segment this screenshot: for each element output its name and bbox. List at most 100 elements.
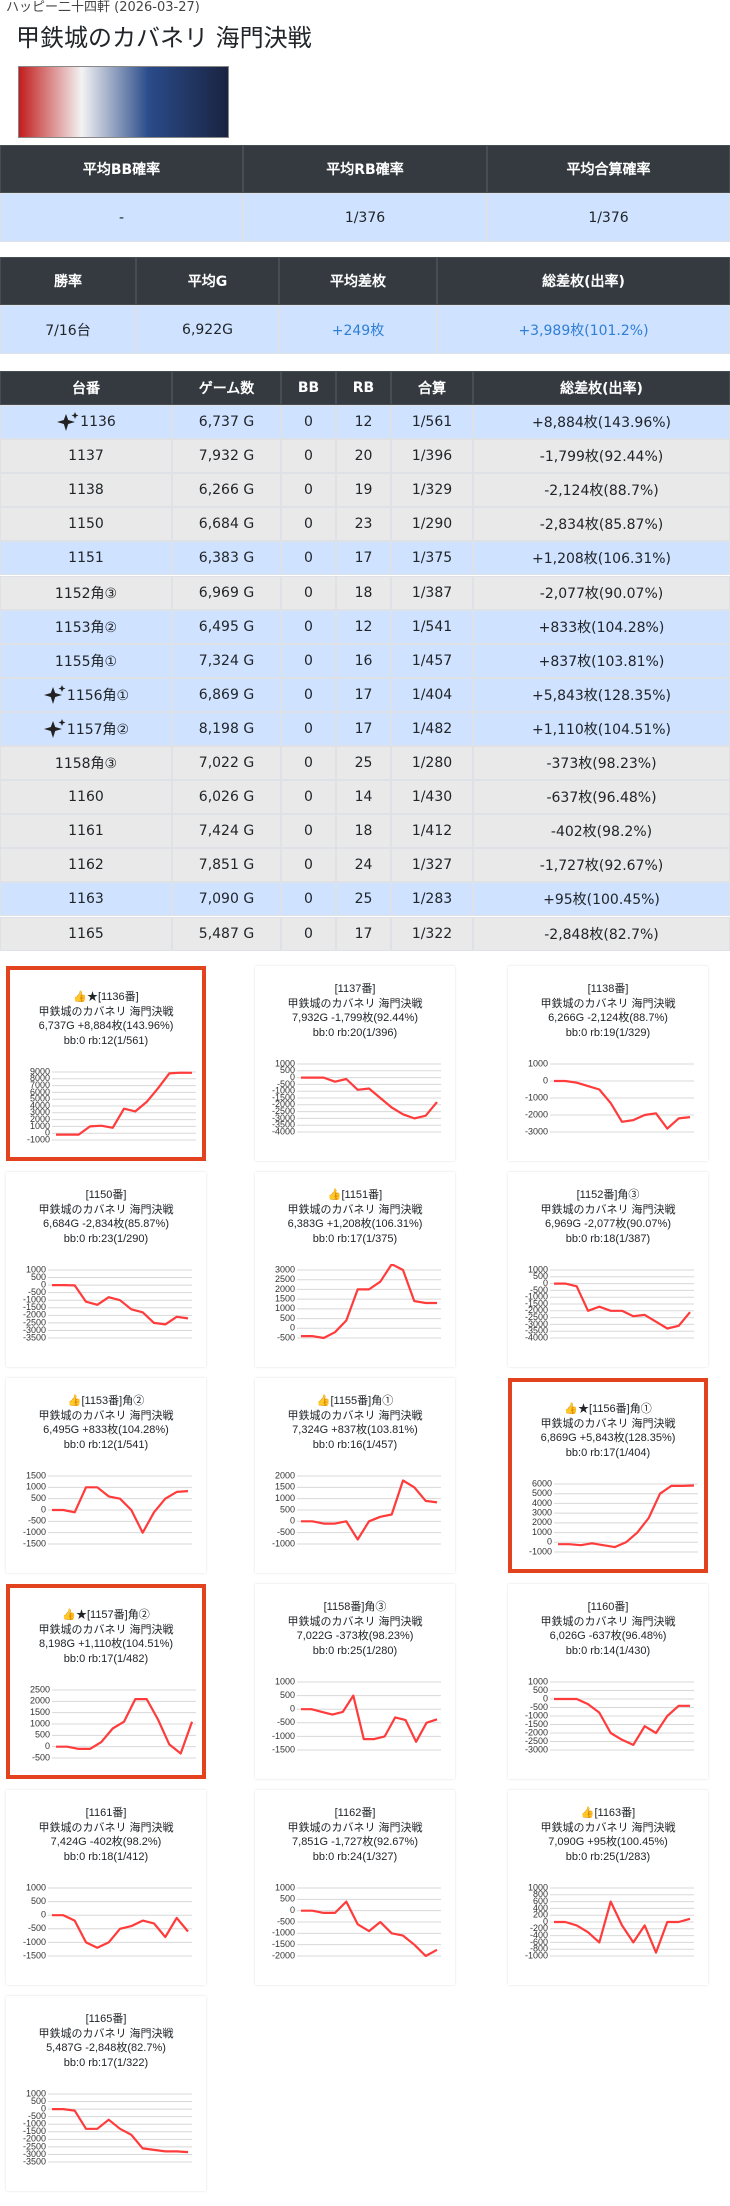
table-cell: 1/322 (391, 916, 473, 951)
table-cell: 1/412 (391, 814, 473, 849)
y-tick-label: -1000 (272, 1086, 295, 1096)
card-machine: 甲鉄城のカバネリ 海門決戦 (38, 1409, 174, 1422)
y-tick-label: 5000 (30, 1094, 50, 1104)
y-tick-label: 5000 (532, 1488, 552, 1498)
header-cell: 台番 (0, 371, 172, 405)
sparkle-icon (43, 684, 66, 704)
card-title: [1161番] (85, 1807, 127, 1819)
table-cell: 6,383 G (172, 541, 281, 576)
y-tick-label: -2000 (525, 1305, 548, 1315)
card-title: 👍★[1136番] (73, 991, 139, 1003)
table-cell: 17 (336, 916, 391, 951)
card-stats: 6,266G -2,124枚(88.7%) (548, 1012, 668, 1024)
y-tick-label: 500 (31, 2096, 46, 2106)
machine-card: [1158番]角③ 甲鉄城のカバネリ 海門決戦 7,022G -373枚(98.23… (255, 1584, 455, 1779)
y-tick-label: 0 (41, 2103, 46, 2113)
card-stats: 7,090G +95枚(100.45%) (548, 1836, 668, 1848)
table-cell: 8,198 G (172, 711, 281, 746)
site-name: ハッピー二十四軒 (2026-03-27) (6, 0, 200, 15)
y-tick-label: -1000 (525, 1710, 548, 1720)
data-line (52, 1914, 189, 1949)
table-cell: +833枚(104.28%) (473, 609, 730, 644)
y-tick-label: 3000 (532, 1508, 552, 1518)
y-tick-label: 1000 (30, 1718, 50, 1728)
header-cell: BB (281, 371, 336, 405)
y-tick-label: 500 (533, 1271, 548, 1281)
y-tick-label: 1500 (30, 1707, 50, 1717)
table-cell: 1/327 (391, 848, 473, 883)
mini-chart: 10005000-500-1000-1500-2000-2500-3000-35… (23, 1264, 192, 1342)
table-cell: 1150 (0, 507, 172, 542)
table-cell: 17 (336, 541, 391, 576)
y-tick-label: 1000 (528, 1264, 548, 1274)
header-cell: 平均G (136, 257, 279, 305)
card-detail: bb:0 rb:24(1/327) (312, 1850, 398, 1863)
table-cell: -2,124枚(88.7%) (473, 473, 730, 508)
table-cell: 12 (336, 609, 391, 644)
card-machine: 甲鉄城のカバネリ 海門決戦 (540, 1417, 676, 1430)
table-cell: 5,487 G (172, 916, 281, 951)
table-cell: -1,799枚(92.44%) (473, 439, 730, 474)
y-tick-label: 0 (290, 1323, 295, 1333)
table-cell: 0 (281, 473, 336, 508)
table-cell: 7,851 G (172, 848, 281, 883)
y-tick-label: 1000 (528, 1882, 548, 1892)
machine-number: 1136 (80, 414, 116, 431)
table-cell: 16 (336, 643, 391, 678)
y-tick-label: -2500 (23, 1317, 46, 1327)
table-cell: 1/387 (391, 575, 473, 610)
y-tick-label: 3000 (30, 1107, 50, 1117)
data-line (301, 1264, 437, 1340)
table-cell: -373枚(98.23%) (473, 746, 730, 781)
header-cell: ゲーム数 (172, 371, 281, 405)
page-title: 甲鉄城のカバネリ 海門決戦 (16, 24, 312, 52)
table-cell: +1,110枚(104.51%) (473, 711, 730, 746)
table-cell: 1161 (0, 814, 172, 849)
y-tick-label: 1000 (30, 1121, 50, 1131)
y-tick-label: -500 (277, 1079, 295, 1089)
table-cell: -1,727枚(92.67%) (473, 848, 730, 883)
table-cell: 6,266 G (172, 473, 281, 508)
card-stats: 8,198G +1,110枚(104.51%) (38, 1638, 174, 1650)
machine-card: 👍★[1156番]角① 甲鉄城のカバネリ 海門決戦 6,869G +5,843枚(1… (508, 1378, 708, 1573)
table-cell: -2,077枚(90.07%) (473, 575, 730, 610)
y-tick-label: 3000 (275, 1264, 295, 1274)
y-tick-label: -1000 (23, 1527, 46, 1537)
machine-card: [1165番] 甲鉄城のカバネリ 海門決戦 5,487G -2,848枚(82.7%… (6, 1996, 206, 2191)
y-tick-label: 0 (543, 1693, 548, 1703)
data-line (554, 1079, 691, 1130)
y-tick-label: -2000 (525, 1727, 548, 1737)
card-machine: 甲鉄城のカバネリ 海門決戦 (38, 1623, 174, 1636)
header-cell: 平均RB確率 (243, 145, 487, 193)
card-stats: 6,383G +1,208枚(106.31%) (287, 1218, 423, 1230)
card-detail: bb:0 rb:17(1/322) (63, 2056, 149, 2069)
card-stats: 6,495G +833枚(104.28%) (43, 1424, 169, 1436)
y-tick-label: -1000 (272, 1928, 295, 1938)
y-tick-label: -1500 (23, 1538, 46, 1548)
y-tick-label: 0 (543, 1075, 548, 1085)
y-tick-label: -1000 (272, 1731, 295, 1741)
machine-card: 👍[1153番]角② 甲鉄城のカバネリ 海門決戦 6,495G +833枚(104.… (6, 1378, 206, 1573)
y-tick-label: -2000 (272, 1099, 295, 1109)
y-tick-label: 0 (543, 1916, 548, 1926)
header-cell: 平均BB確率 (0, 145, 243, 193)
card-title: [1165番] (85, 2013, 127, 2025)
machine-card: [1150番] 甲鉄城のカバネリ 海門決戦 6,684G -2,834枚(85.87… (6, 1172, 206, 1367)
table-cell: 23 (336, 507, 391, 542)
table-cell: 1138 (0, 473, 172, 508)
table-cell: 6,026 G (172, 780, 281, 815)
data-line (554, 1900, 691, 1954)
data-line (558, 1484, 695, 1549)
card-detail: bb:0 rb:19(1/329) (565, 1026, 651, 1039)
table-cell: -637枚(96.48%) (473, 780, 730, 815)
y-tick-label: -2500 (525, 1736, 548, 1746)
y-tick-label: -3000 (525, 1744, 548, 1754)
y-tick-label: -3500 (23, 2156, 46, 2166)
table-cell: 1/457 (391, 643, 473, 678)
table-cell: 25 (336, 882, 391, 917)
y-tick-label: 2500 (30, 1684, 50, 1694)
card-detail: bb:0 rb:12(1/561) (63, 1034, 149, 1047)
table-cell: 0 (281, 609, 336, 644)
card-stats: 7,022G -373枚(98.23%) (296, 1630, 414, 1642)
y-tick-label: -1500 (525, 1298, 548, 1308)
